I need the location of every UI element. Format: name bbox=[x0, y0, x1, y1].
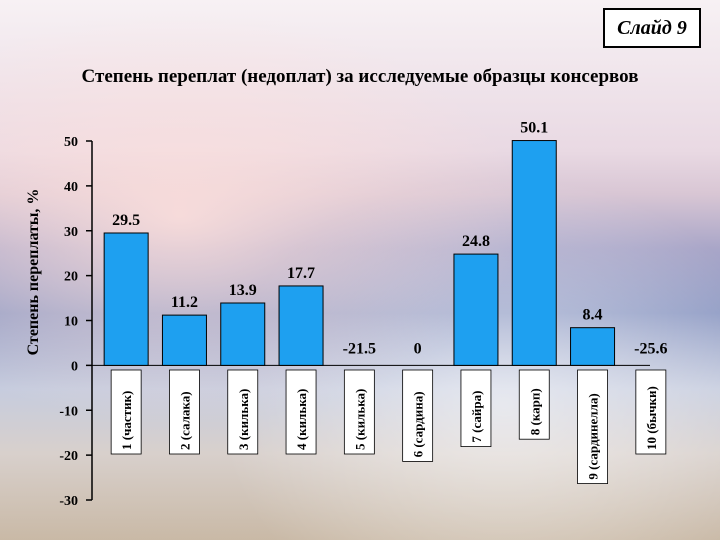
category-label-box bbox=[402, 369, 434, 462]
category-label: 6 (сардина) bbox=[411, 391, 426, 457]
bar bbox=[278, 285, 324, 366]
data-label: 0 bbox=[414, 340, 422, 357]
category-label: 3 (килька) bbox=[236, 389, 251, 450]
data-label: 29.5 bbox=[112, 212, 140, 229]
y-tick-label: 40 bbox=[64, 180, 78, 195]
slide-number-badge: Слайд 9 bbox=[603, 8, 701, 48]
category-label-box bbox=[169, 369, 200, 455]
category-label: 9 (сардинелла) bbox=[586, 393, 601, 479]
category-label: 5 (килька) bbox=[352, 389, 367, 450]
category-label: 10 (бычки) bbox=[644, 386, 659, 450]
data-label: 13.9 bbox=[229, 282, 257, 299]
bar bbox=[453, 253, 499, 366]
bar bbox=[220, 302, 266, 366]
category-label: 1 (частик) bbox=[119, 391, 134, 450]
data-label: 50.1 bbox=[520, 120, 548, 137]
y-tick-label: 20 bbox=[64, 270, 78, 285]
category-label: 4 (килька) bbox=[294, 389, 309, 450]
y-axis-label: Степень переплаты, % bbox=[25, 189, 42, 356]
category-label-box bbox=[518, 369, 550, 440]
y-tick-label: -20 bbox=[59, 449, 78, 464]
y-tick-label: 10 bbox=[64, 315, 78, 330]
bar bbox=[570, 327, 616, 366]
data-label: 11.2 bbox=[171, 294, 198, 311]
category-label: 2 (салака) bbox=[177, 391, 192, 450]
data-label: -21.5 bbox=[343, 340, 376, 357]
data-label: 24.8 bbox=[462, 233, 490, 250]
category-label-box bbox=[635, 369, 667, 455]
y-tick-label: 0 bbox=[71, 359, 78, 374]
category-label-box bbox=[285, 369, 317, 455]
y-tick-label: 50 bbox=[64, 135, 78, 150]
data-label: -25.6 bbox=[634, 340, 667, 357]
category-label-box bbox=[343, 369, 375, 455]
data-label: 17.7 bbox=[287, 265, 315, 282]
chart-title: Степень переплат (недоплат) за исследуем… bbox=[81, 66, 639, 87]
bar bbox=[103, 232, 149, 366]
bar bbox=[161, 314, 207, 366]
category-label: 8 (карп) bbox=[527, 388, 542, 435]
category-label-box bbox=[110, 369, 142, 455]
y-tick-label: -30 bbox=[59, 494, 78, 509]
y-tick-label: 30 bbox=[64, 225, 78, 240]
category-label: 7 (сайра) bbox=[469, 391, 484, 443]
category-label-box bbox=[577, 369, 608, 484]
category-label-box bbox=[460, 369, 492, 447]
y-tick-label: -10 bbox=[59, 404, 78, 419]
bar bbox=[511, 140, 557, 366]
category-label-box bbox=[227, 369, 259, 455]
data-label: 8.4 bbox=[583, 307, 603, 324]
